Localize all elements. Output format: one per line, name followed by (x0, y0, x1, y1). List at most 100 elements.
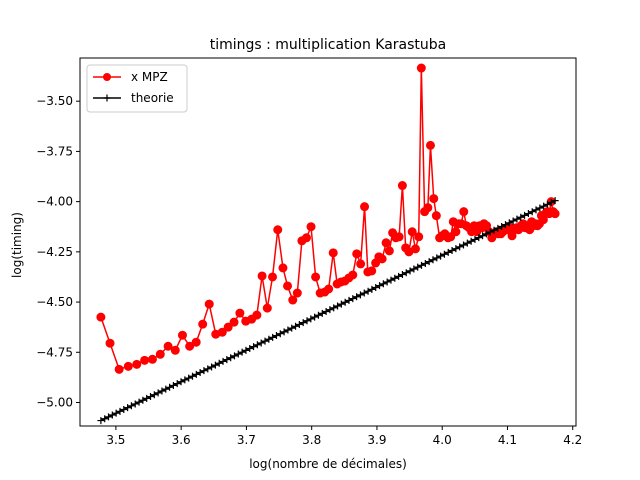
data-point (383, 278, 391, 286)
data-point (235, 308, 245, 318)
y-tick-label: −4.00 (36, 195, 73, 209)
data-point (387, 276, 395, 284)
data-point (372, 283, 380, 291)
data-point (498, 222, 506, 230)
data-point (360, 202, 370, 212)
x-tick-label: 3.8 (302, 433, 321, 447)
data-point (540, 202, 548, 210)
data-point (402, 269, 410, 277)
data-point (292, 288, 302, 298)
data-point (452, 245, 460, 253)
plot-area (79, 57, 577, 427)
data-point (147, 354, 157, 364)
data-point (421, 259, 429, 267)
data-point (123, 361, 133, 371)
data-point (204, 365, 212, 373)
data-point (196, 369, 204, 377)
legend-marker (103, 73, 111, 81)
data-point (217, 327, 227, 337)
data-point (423, 203, 433, 213)
data-point (120, 405, 128, 413)
y-tick-label: −4.50 (36, 295, 73, 309)
data-point (410, 244, 420, 254)
data-point (501, 221, 509, 229)
data-point (150, 391, 158, 399)
data-point (364, 287, 372, 295)
data-point (348, 270, 358, 280)
x-tick-label: 3.6 (172, 433, 191, 447)
data-point (311, 272, 321, 282)
data-point (328, 248, 338, 258)
data-point (219, 357, 227, 365)
data-point (230, 352, 238, 360)
data-point (252, 310, 262, 320)
data-point (551, 197, 559, 205)
data-point (306, 222, 316, 232)
data-point (273, 225, 283, 235)
data-point (276, 330, 284, 338)
data-point (314, 311, 322, 319)
x-axis-ticks: 3.5 3.6 3.7 3.8 3.9 4.0 4.1 4.2 (106, 426, 582, 447)
data-point (444, 248, 452, 256)
data-point (163, 341, 173, 351)
data-point (114, 364, 124, 374)
data-point (456, 243, 464, 251)
data-point (381, 238, 391, 248)
data-point (513, 215, 521, 223)
data-point (330, 304, 338, 312)
x-tick-label: 4.1 (498, 433, 517, 447)
data-point (272, 332, 280, 340)
data-point (448, 247, 456, 255)
data-point (253, 341, 261, 349)
data-point (269, 333, 277, 341)
data-point (166, 383, 174, 391)
data-point (459, 207, 469, 217)
data-point (262, 303, 272, 313)
y-axis-ticks: −5.00 −4.75 −4.50 −4.25 −4.00 −3.75 −3.50 (36, 94, 80, 409)
data-point (324, 284, 334, 294)
data-point (416, 63, 426, 73)
data-point (494, 224, 502, 232)
data-point (192, 370, 200, 378)
data-point (360, 289, 368, 297)
data-point (181, 376, 189, 384)
legend-label: theorie (131, 91, 174, 105)
data-point (169, 381, 177, 389)
data-point (108, 411, 116, 419)
data-point (280, 328, 288, 336)
data-point (425, 140, 435, 150)
data-point (353, 293, 361, 301)
chart-title: timings : multiplication Karastuba (210, 37, 447, 53)
data-point (352, 249, 362, 259)
data-point (301, 233, 311, 243)
data-point (257, 271, 267, 281)
y-axis-label: log(timing) (10, 212, 24, 278)
data-point (158, 387, 166, 395)
data-point (460, 241, 468, 249)
data-point (475, 234, 483, 242)
data-point (215, 359, 223, 367)
data-point (170, 345, 180, 355)
data-point (185, 374, 193, 382)
data-point (227, 354, 235, 362)
x-tick-label: 3.9 (367, 433, 386, 447)
data-point (292, 322, 300, 330)
data-point (284, 326, 292, 334)
data-point (132, 359, 142, 369)
data-point (250, 343, 258, 351)
data-point (536, 204, 544, 212)
data-point (191, 337, 201, 347)
data-point (112, 409, 120, 417)
y-tick-label: −5.00 (36, 395, 73, 409)
data-point (337, 300, 345, 308)
data-point (394, 232, 404, 242)
data-point (242, 346, 250, 354)
x-tick-label: 4.0 (433, 433, 452, 447)
data-point (356, 291, 364, 299)
legend-marker (103, 94, 111, 102)
data-point (185, 341, 195, 351)
data-point (177, 330, 187, 340)
data-point (200, 367, 208, 375)
data-point (268, 272, 278, 282)
data-point (379, 280, 387, 288)
